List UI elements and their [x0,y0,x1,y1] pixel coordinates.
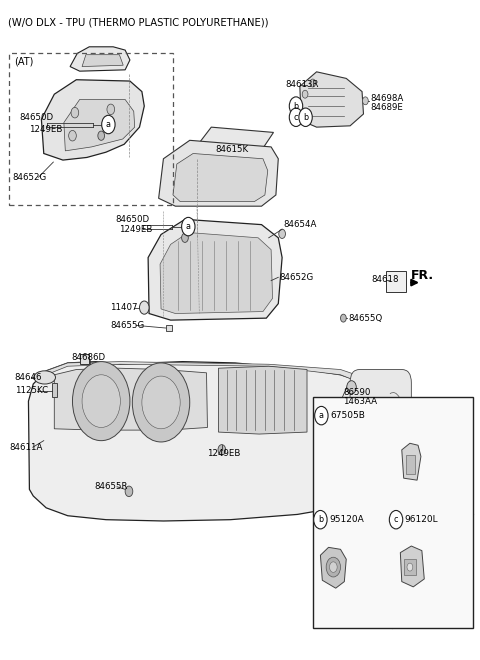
Text: (W/O DLX - TPU (THERMO PLASTIC POLYURETHANE)): (W/O DLX - TPU (THERMO PLASTIC POLYURETH… [8,17,268,27]
Circle shape [72,362,130,441]
Polygon shape [64,100,135,151]
Text: a: a [319,411,324,420]
Text: 96120L: 96120L [405,515,438,524]
Circle shape [289,97,303,116]
Polygon shape [82,55,123,67]
Circle shape [315,407,328,425]
Circle shape [362,97,368,105]
Text: c: c [294,113,298,121]
Text: a: a [106,120,111,129]
Text: 84613R: 84613R [285,81,319,90]
Text: 67505B: 67505B [330,411,365,420]
Bar [313,397,473,628]
Text: 95120A: 95120A [329,515,364,524]
Text: 84654A: 84654A [283,220,316,229]
Text: a: a [186,222,191,231]
Text: 1249EB: 1249EB [207,449,241,458]
Circle shape [102,115,115,134]
Text: 1463AA: 1463AA [343,397,377,406]
Circle shape [340,314,346,322]
Text: 11407: 11407 [110,303,137,312]
Polygon shape [158,141,278,206]
Text: b: b [303,113,308,121]
Circle shape [329,562,337,572]
Circle shape [132,363,190,442]
Bar [406,455,415,474]
Bar [166,325,171,331]
Polygon shape [54,368,207,430]
Polygon shape [192,127,274,158]
Circle shape [389,510,403,529]
Circle shape [279,229,286,238]
Circle shape [82,375,120,428]
Text: 86590: 86590 [343,388,371,397]
Text: 84652G: 84652G [279,273,313,282]
Polygon shape [400,546,424,587]
Circle shape [314,510,327,529]
Text: 84689E: 84689E [370,103,403,112]
Polygon shape [300,72,363,127]
Text: FR.: FR. [410,269,433,282]
Circle shape [407,563,413,571]
Circle shape [69,131,76,141]
Circle shape [289,108,303,127]
Circle shape [71,108,79,118]
Circle shape [326,557,340,577]
Text: 1249EB: 1249EB [29,125,63,134]
Text: 84686D: 84686D [72,353,106,362]
Circle shape [347,381,356,394]
Text: 84646: 84646 [14,373,42,382]
Bar [404,558,416,575]
Circle shape [299,108,312,127]
Text: 84611A: 84611A [9,443,43,451]
Circle shape [218,445,226,455]
Bar [52,383,57,397]
Ellipse shape [34,371,56,384]
Bar [386,271,406,292]
FancyBboxPatch shape [350,370,411,498]
Text: 84650D: 84650D [116,215,150,224]
Text: b: b [293,102,299,111]
Circle shape [140,301,149,314]
Polygon shape [160,232,273,314]
Bar [9,53,173,205]
Polygon shape [70,47,130,71]
Text: 84615K: 84615K [215,145,248,154]
Text: 84618: 84618 [372,275,399,284]
Polygon shape [46,362,403,399]
Polygon shape [173,154,268,201]
Circle shape [181,233,188,242]
Text: 84698A: 84698A [370,94,403,103]
Text: 84652G: 84652G [12,173,47,182]
Text: 1249EB: 1249EB [119,226,152,234]
Text: 84650D: 84650D [19,114,53,122]
Text: 84655Q: 84655Q [348,314,383,323]
Circle shape [142,376,180,429]
Text: 1125KC: 1125KC [15,386,48,395]
Text: c: c [394,515,398,524]
Text: 84655R: 84655R [95,482,128,491]
Polygon shape [148,219,282,320]
Polygon shape [402,444,421,480]
Circle shape [181,217,195,236]
Circle shape [310,79,316,87]
Text: b: b [318,515,323,524]
Circle shape [98,131,105,141]
Polygon shape [321,547,346,588]
Text: 84655G: 84655G [111,321,145,330]
Circle shape [107,104,115,115]
Circle shape [302,90,308,98]
Polygon shape [218,366,307,434]
Polygon shape [28,362,407,521]
Polygon shape [41,80,144,160]
Circle shape [125,486,133,496]
Text: (AT): (AT) [14,57,34,67]
Bar [80,354,89,364]
